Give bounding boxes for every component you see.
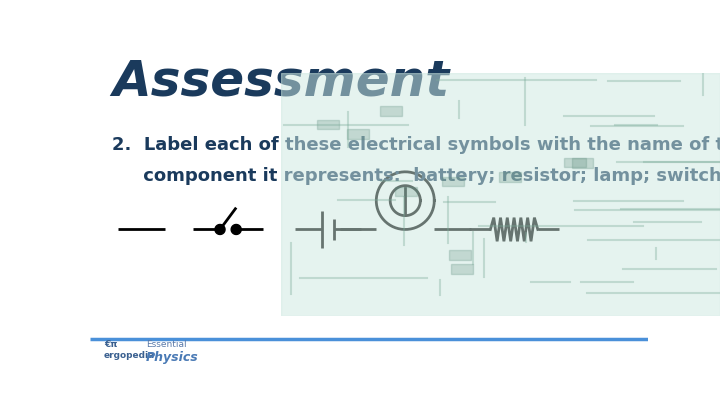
Text: component it represents:  battery; resistor; lamp; switch; or wire.: component it represents: battery; resist…: [112, 167, 720, 185]
Bar: [572, 158, 593, 168]
Bar: [317, 120, 338, 130]
Bar: [451, 264, 473, 274]
Bar: [380, 106, 402, 116]
Bar: [564, 158, 586, 167]
Text: Physics: Physics: [145, 351, 199, 364]
Text: Assessment: Assessment: [112, 58, 449, 106]
Bar: [449, 250, 470, 260]
Text: €π
ergopedia: €π ergopedia: [104, 340, 156, 360]
Polygon shape: [231, 224, 241, 234]
Polygon shape: [215, 224, 225, 234]
Text: 2.  Label each of these electrical symbols with the name of the electrical: 2. Label each of these electrical symbol…: [112, 136, 720, 154]
Bar: [499, 172, 521, 182]
Bar: [347, 129, 369, 139]
Bar: [442, 177, 464, 186]
Bar: [395, 187, 417, 196]
Text: Essential: Essential: [145, 340, 186, 349]
